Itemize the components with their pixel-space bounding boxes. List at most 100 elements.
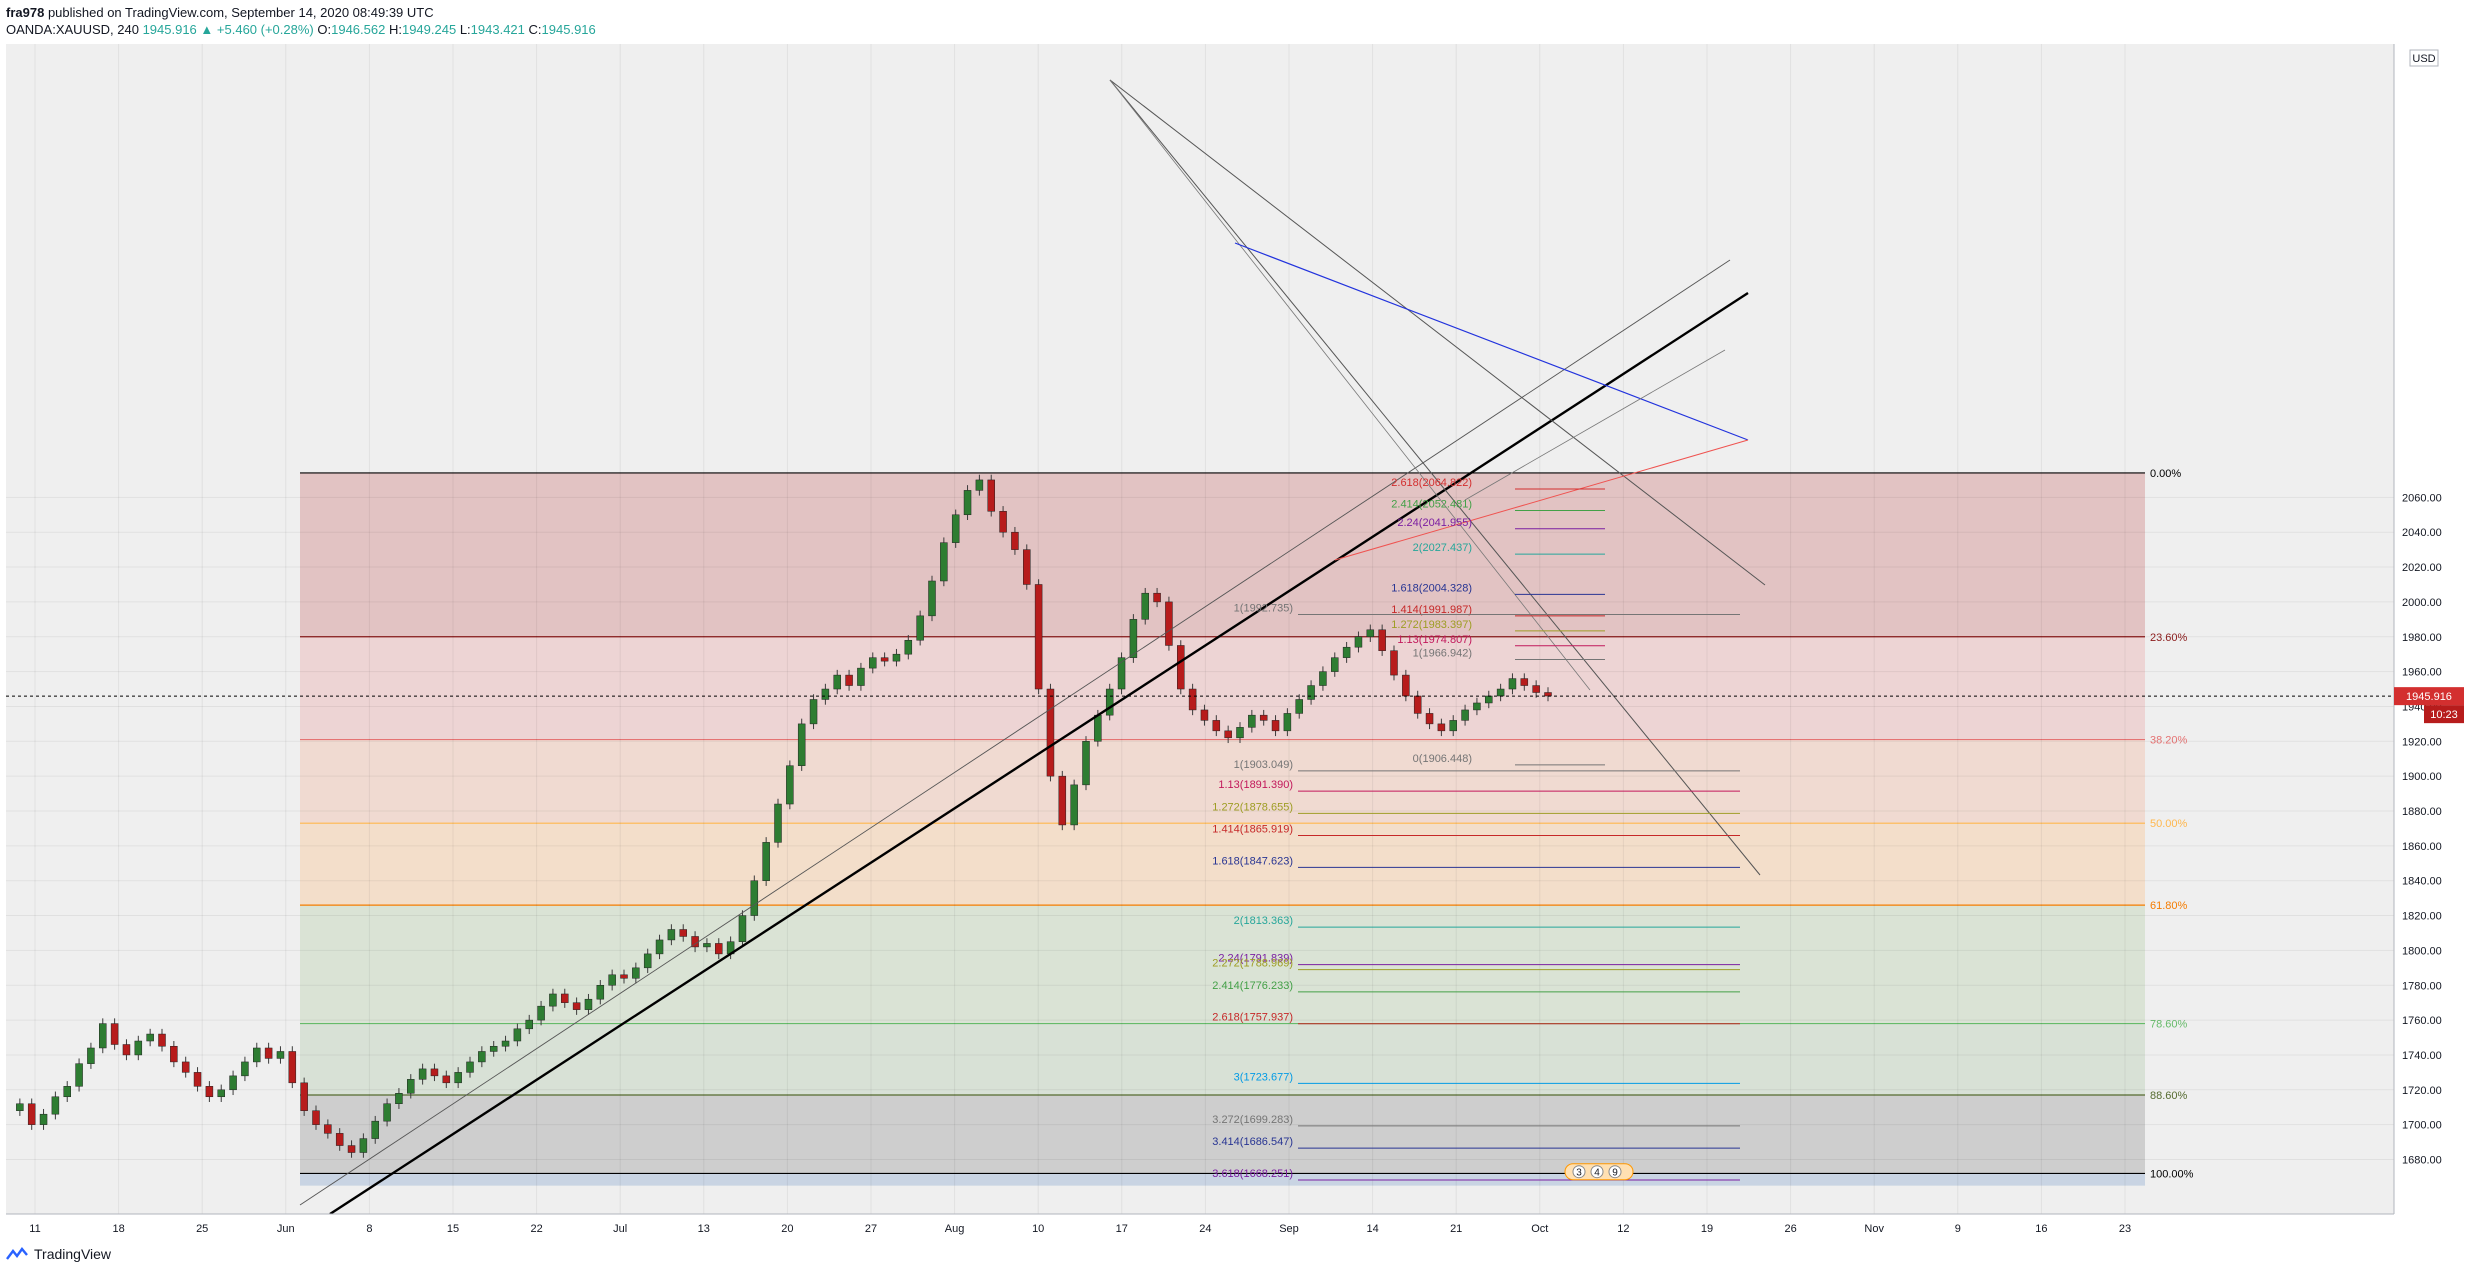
candle[interactable] <box>1082 741 1090 786</box>
candle[interactable] <box>170 1045 178 1063</box>
price-axis[interactable] <box>2394 44 2468 1214</box>
candle[interactable] <box>1070 784 1078 826</box>
candle[interactable] <box>525 1019 533 1030</box>
candle[interactable] <box>264 1047 273 1059</box>
candle[interactable] <box>1259 714 1268 721</box>
candle[interactable] <box>489 1045 498 1052</box>
candle[interactable] <box>1105 688 1114 716</box>
candle[interactable] <box>466 1061 474 1073</box>
candle[interactable] <box>181 1061 190 1073</box>
candle[interactable] <box>1283 713 1292 732</box>
candle[interactable] <box>786 765 794 805</box>
candle[interactable] <box>1402 674 1410 697</box>
candle[interactable] <box>1224 730 1232 739</box>
candle[interactable] <box>963 490 972 516</box>
candle[interactable] <box>1141 592 1149 620</box>
candle[interactable] <box>1378 629 1386 651</box>
candle[interactable] <box>916 615 924 641</box>
candle[interactable] <box>122 1044 131 1056</box>
time-axis[interactable] <box>6 1214 2394 1238</box>
trendline-blue[interactable] <box>1234 242 1749 441</box>
candle[interactable] <box>217 1089 225 1098</box>
candle[interactable] <box>110 1023 119 1045</box>
candle[interactable] <box>158 1033 166 1047</box>
candle[interactable] <box>620 974 628 979</box>
candle[interactable] <box>1011 531 1019 550</box>
candle[interactable] <box>809 699 818 725</box>
candle[interactable] <box>1473 702 1481 711</box>
symbol-name[interactable]: OANDA:XAUUSD, 240 <box>6 22 139 37</box>
candle[interactable] <box>1449 720 1457 732</box>
candle[interactable] <box>738 915 747 942</box>
candle[interactable] <box>193 1072 202 1087</box>
candle[interactable] <box>1413 695 1422 714</box>
currency-box[interactable] <box>2409 49 2439 67</box>
candle[interactable] <box>146 1033 154 1042</box>
event-marker[interactable] <box>1572 1165 1586 1179</box>
candle[interactable] <box>1496 688 1505 697</box>
candle[interactable] <box>1117 657 1126 690</box>
candle[interactable] <box>430 1068 439 1077</box>
candle[interactable] <box>1508 678 1517 690</box>
trendline-small[interactable] <box>1464 349 1726 501</box>
candle[interactable] <box>276 1051 285 1059</box>
candle[interactable] <box>1520 678 1529 686</box>
candle[interactable] <box>1212 720 1221 732</box>
candle[interactable] <box>869 657 877 669</box>
candle[interactable] <box>1165 601 1173 646</box>
candle[interactable] <box>442 1075 451 1084</box>
candle[interactable] <box>1437 723 1446 732</box>
candle[interactable] <box>892 653 901 662</box>
candle[interactable] <box>537 1005 545 1021</box>
candle[interactable] <box>1461 709 1469 721</box>
candle[interactable] <box>253 1047 261 1063</box>
candle[interactable] <box>1188 688 1197 711</box>
candle[interactable] <box>1331 657 1339 672</box>
trendline-fan[interactable] <box>1109 79 1761 876</box>
candle[interactable] <box>703 943 711 948</box>
candle[interactable] <box>1034 584 1043 690</box>
trendline-fan-inner[interactable] <box>1109 79 1591 691</box>
candle[interactable] <box>975 479 984 491</box>
candle[interactable] <box>561 993 569 1003</box>
candle[interactable] <box>1236 727 1244 739</box>
candle[interactable] <box>715 943 723 955</box>
candle[interactable] <box>87 1047 95 1064</box>
candle[interactable] <box>1532 685 1540 693</box>
candle[interactable] <box>229 1075 237 1091</box>
candle[interactable] <box>1319 671 1327 686</box>
candle[interactable] <box>1390 650 1398 676</box>
candle[interactable] <box>1046 688 1055 777</box>
candle[interactable] <box>549 993 557 1007</box>
candle[interactable] <box>774 803 782 843</box>
candle[interactable] <box>241 1061 249 1077</box>
candle[interactable] <box>1366 629 1375 638</box>
candle[interactable] <box>1342 646 1351 658</box>
candle[interactable] <box>572 1002 581 1010</box>
candle[interactable] <box>1094 714 1102 742</box>
candle[interactable] <box>987 479 995 512</box>
trendline-resistance[interactable] <box>1109 79 1766 586</box>
candle[interactable] <box>418 1068 427 1080</box>
candle[interactable] <box>335 1133 344 1146</box>
candle[interactable] <box>1248 714 1256 728</box>
candle[interactable] <box>596 985 605 1000</box>
candle[interactable] <box>75 1063 83 1087</box>
candle[interactable] <box>300 1082 308 1111</box>
candle[interactable] <box>16 1103 24 1111</box>
candle[interactable] <box>63 1086 71 1098</box>
candle[interactable] <box>1200 709 1209 721</box>
candle[interactable] <box>655 939 664 955</box>
candle[interactable] <box>407 1079 415 1094</box>
candle[interactable] <box>584 998 593 1010</box>
candle[interactable] <box>288 1051 297 1084</box>
candle[interactable] <box>1425 713 1434 725</box>
candle[interactable] <box>1129 619 1138 658</box>
candle[interactable] <box>928 580 936 617</box>
candle[interactable] <box>205 1086 214 1098</box>
candle[interactable] <box>821 688 830 700</box>
candle[interactable] <box>999 511 1007 533</box>
candle[interactable] <box>1354 636 1363 648</box>
candle[interactable] <box>27 1103 36 1125</box>
